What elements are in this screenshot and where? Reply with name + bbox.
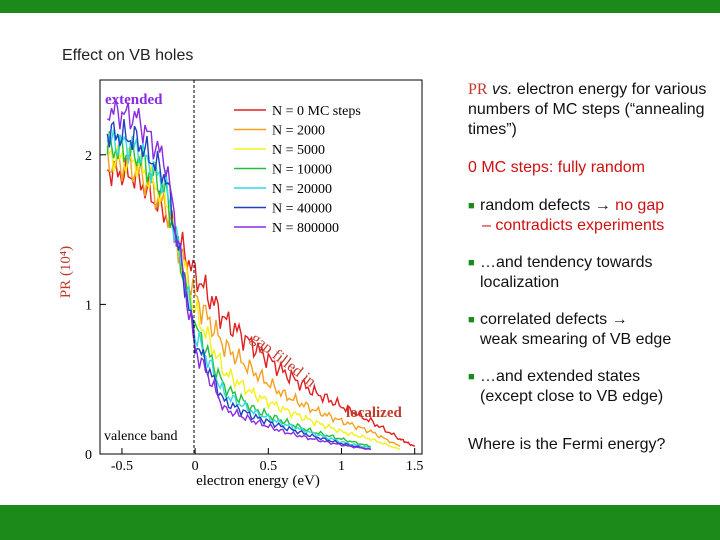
legend-label: N = 2000 bbox=[272, 124, 325, 139]
bullet2-text: …and tendency towards localization bbox=[480, 254, 653, 291]
bullet4-a: …and extended states bbox=[480, 368, 641, 385]
caption: PR vs. electron energy for various numbe… bbox=[468, 80, 708, 140]
bullet-square-icon: ■ bbox=[468, 371, 475, 383]
bullet-localization: ■ …and tendency towards localization bbox=[468, 253, 708, 293]
legend-label: N = 800000 bbox=[272, 221, 339, 236]
slide-title: Effect on VB holes bbox=[62, 47, 194, 64]
x-tick-label: 0 bbox=[192, 459, 199, 474]
bullet-square-icon: ■ bbox=[468, 314, 475, 326]
series-line-1 bbox=[106, 145, 401, 448]
pr-energy-chart: -0.5 0 0.5 1 1.5 0 1 2 PR (10⁴) electron energy… bbox=[58, 79, 424, 489]
legend-label: N = 40000 bbox=[272, 202, 332, 217]
series-line-4 bbox=[106, 129, 371, 449]
bullet4-b: (except close to VB edge) bbox=[480, 388, 664, 405]
series-line-2 bbox=[106, 144, 401, 451]
y-tick-label: 2 bbox=[85, 149, 92, 164]
caption-vs: vs. bbox=[492, 81, 513, 98]
zero-steps-note: 0 MC steps: fully random bbox=[468, 159, 645, 176]
bullet3-a: correlated defects → bbox=[480, 311, 628, 328]
bullet1-c: – contradicts experiments bbox=[482, 217, 665, 234]
x-axis-label: electron energy (eV) bbox=[196, 473, 320, 489]
x-tick-label: 1 bbox=[338, 459, 345, 474]
legend-label: N = 10000 bbox=[272, 163, 332, 178]
x-tick-label: 0.5 bbox=[260, 459, 278, 474]
y-axis-label: PR (10⁴) bbox=[58, 246, 74, 298]
annotation-localized: localized bbox=[346, 405, 402, 421]
bullet-extended-states: ■ …and extended states (except close to VB… bbox=[468, 367, 708, 407]
bullet-square-icon: ■ bbox=[468, 257, 475, 269]
caption-pr: PR bbox=[468, 81, 488, 98]
x-tick-label: -0.5 bbox=[111, 459, 133, 474]
y-tick-label: 0 bbox=[85, 448, 92, 463]
legend-label: N = 0 MC steps bbox=[272, 104, 361, 119]
annotation-extended: extended bbox=[105, 92, 163, 108]
series-line-3 bbox=[106, 130, 371, 448]
fermi-question: Where is the Fermi energy? bbox=[468, 436, 666, 453]
bullet1-arrow: → bbox=[590, 197, 616, 214]
series-line-6 bbox=[106, 98, 372, 451]
top-frame-bar bbox=[0, 0, 720, 13]
bullet-square-icon: ■ bbox=[468, 200, 475, 212]
legend-label: N = 5000 bbox=[272, 143, 325, 158]
x-tick-label: 1.5 bbox=[406, 459, 424, 474]
annotation-valence-band: valence band bbox=[104, 429, 177, 444]
caption-rest: electron energy for various numbers of M… bbox=[468, 81, 707, 138]
plot-frame bbox=[99, 79, 423, 455]
text-panel: PR vs. electron energy for various numbe… bbox=[468, 80, 708, 455]
bullet1-b: no gap bbox=[615, 197, 665, 214]
bottom-frame-bar bbox=[0, 505, 720, 540]
y-tick-label: 1 bbox=[85, 298, 92, 313]
bullet-random-defects: ■ random defects → no gap – contradicts ex… bbox=[468, 196, 708, 236]
bullet3-b: weak smearing of VB edge bbox=[480, 331, 672, 348]
bullet-correlated-defects: ■ correlated defects → weak smearing of VB… bbox=[468, 310, 708, 350]
legend-box bbox=[230, 100, 380, 243]
bullet1-a: random defects bbox=[480, 197, 591, 214]
legend-label: N = 20000 bbox=[272, 182, 332, 197]
